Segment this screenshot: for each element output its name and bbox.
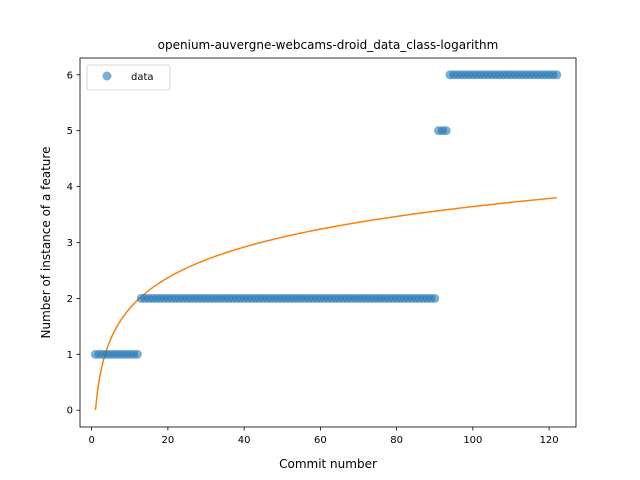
x-tick-label: 40 [238, 435, 251, 446]
legend: data [86, 64, 171, 91]
y-tick-label: 3 [67, 238, 73, 249]
y-tick-label: 1 [67, 350, 73, 361]
legend-marker-data [102, 71, 112, 81]
legend-box [86, 64, 171, 91]
points-layer [90, 70, 562, 359]
y-tick-label: 6 [67, 70, 73, 81]
x-tick-label: 80 [390, 435, 403, 446]
x-tick-label: 20 [162, 435, 175, 446]
y-tick-label: 0 [67, 406, 73, 417]
x-axis-title: Commit number [279, 457, 377, 471]
y-axis-ticks: 0 1 2 3 4 5 6 [67, 70, 80, 417]
data-point [552, 70, 562, 80]
x-axis-ticks: 0 20 40 60 80 100 120 [88, 427, 559, 446]
legend-label-data: data [131, 72, 154, 83]
x-tick-label: 60 [314, 435, 327, 446]
y-tick-label: 4 [67, 182, 73, 193]
data-point [132, 349, 142, 359]
fit-line [94, 197, 557, 411]
plot-area [80, 58, 576, 427]
data-point [441, 126, 451, 136]
x-tick-label: 120 [540, 435, 559, 446]
x-tick-label: 100 [463, 435, 482, 446]
chart-title: openium-auvergne-webcams-droid_data_clas… [158, 38, 499, 52]
y-axis-title: Number of instance of a feature [39, 147, 53, 339]
y-tick-label: 2 [67, 294, 73, 305]
y-tick-label: 5 [67, 126, 73, 137]
fit-layer [94, 197, 557, 411]
x-tick-label: 0 [88, 435, 94, 446]
data-point [430, 293, 440, 303]
